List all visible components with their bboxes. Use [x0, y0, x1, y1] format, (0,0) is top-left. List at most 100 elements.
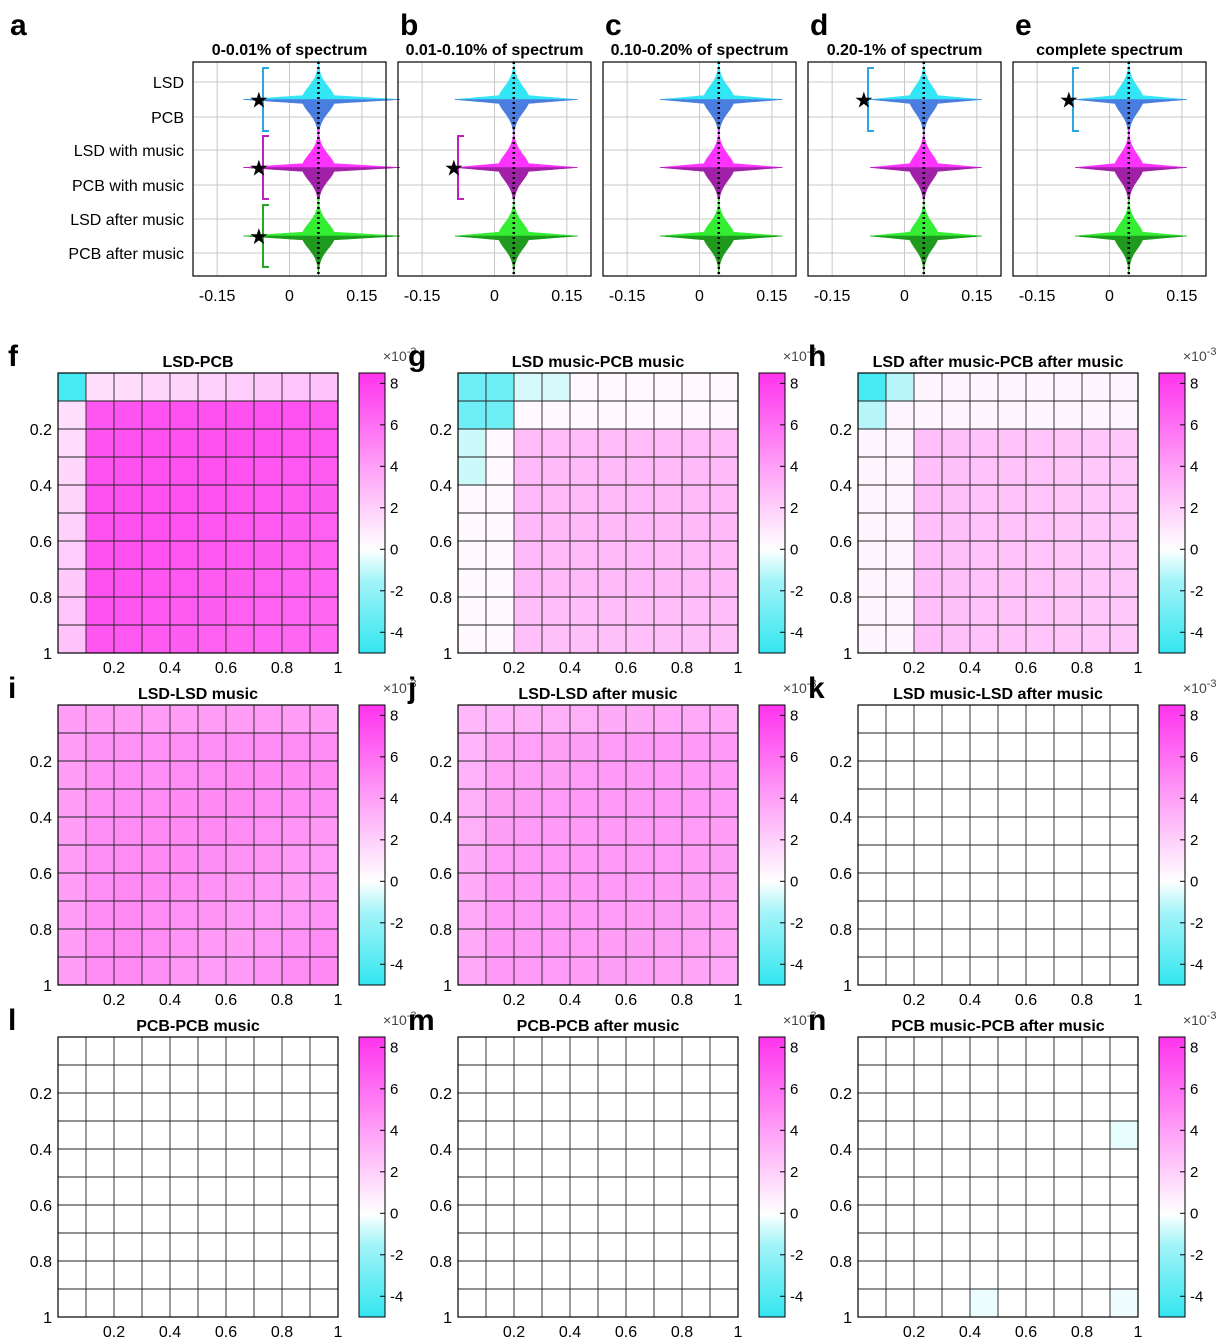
heatmap-cell — [598, 569, 627, 598]
heatmap-cell — [886, 485, 915, 514]
heatmap-cell — [86, 1121, 115, 1150]
heatmap-cell — [254, 429, 283, 458]
heatmap-cell — [226, 789, 255, 818]
heatmap-cell — [942, 817, 971, 846]
y-tick-label: 0.6 — [430, 1198, 452, 1215]
heatmap-cell — [310, 457, 339, 486]
heatmap-cell — [682, 429, 711, 458]
heatmap-cell — [254, 929, 283, 958]
heatmap-cell — [970, 597, 999, 626]
heatmap-cell — [198, 569, 227, 598]
heatmap-cell — [170, 429, 199, 458]
colorbar-tick-label: 0 — [390, 541, 398, 558]
heatmap-cell — [310, 789, 339, 818]
heatmap-cell — [1026, 929, 1055, 958]
heatmap-cell — [858, 789, 887, 818]
heatmap-cell — [310, 1289, 339, 1318]
heatmap-cell — [310, 1093, 339, 1122]
heatmap-cell — [542, 789, 571, 818]
significance-bracket — [262, 135, 269, 200]
heatmap-cell — [970, 929, 999, 958]
heatmap-cell — [598, 541, 627, 570]
heatmap-cell — [942, 1289, 971, 1318]
heatmap-cell — [58, 569, 87, 598]
heatmap-cell — [1110, 957, 1139, 986]
heatmap-cell — [942, 761, 971, 790]
heatmap-cell — [942, 513, 971, 542]
heatmap-cell — [1054, 569, 1083, 598]
heatmap-cell — [170, 541, 199, 570]
heatmap-panel-h: h LSD after music-PCB after music 0.2 0.2 0.… — [808, 340, 1217, 677]
heatmap-cell — [226, 597, 255, 626]
heatmap-cell — [1026, 957, 1055, 986]
heatmap-cell — [458, 873, 487, 902]
heatmap-cell — [1110, 1121, 1139, 1150]
heatmap-cell — [710, 957, 739, 986]
heatmap-cell — [942, 957, 971, 986]
colorbar-tick-label: 6 — [1190, 1081, 1198, 1098]
heatmap-cell — [682, 1233, 711, 1262]
heatmap-cell — [114, 1149, 143, 1178]
heatmap-cell — [570, 929, 599, 958]
colorbar-tick-label: 4 — [790, 458, 798, 475]
colorbar-tick-label: 2 — [390, 1164, 398, 1181]
heatmap-cell — [458, 597, 487, 626]
heatmap-cell — [114, 1037, 143, 1066]
heatmap-cell — [86, 373, 115, 402]
heatmap-cell — [914, 1149, 943, 1178]
heatmap-cell — [254, 761, 283, 790]
x-tick-label: 0.4 — [959, 660, 981, 677]
heatmap-cell — [570, 1261, 599, 1290]
heatmap-cell — [514, 1177, 543, 1206]
heatmap-cell — [942, 597, 971, 626]
heatmap-cell — [970, 1121, 999, 1150]
colorbar-tick-label: -4 — [390, 624, 403, 641]
heatmap-cell — [114, 401, 143, 430]
colorbar-tick-label: 6 — [1190, 749, 1198, 766]
heatmap-cell — [514, 789, 543, 818]
y-tick-label: 0.4 — [30, 478, 52, 495]
heatmap-cell — [598, 1037, 627, 1066]
heatmap-cell — [142, 845, 171, 874]
colorbar-tick-label: 0 — [790, 541, 798, 558]
colorbar-tick-label: 0 — [390, 1205, 398, 1222]
heatmap-cell — [458, 733, 487, 762]
heatmap-cell — [198, 485, 227, 514]
colorbar-tick-label: 2 — [1190, 1164, 1198, 1181]
colorbar-tick-label: -2 — [790, 583, 803, 600]
heatmap-cell — [486, 789, 515, 818]
heatmap-cell — [486, 373, 515, 402]
heatmap-cell — [198, 957, 227, 986]
panel-title-g: LSD music-PCB music — [512, 354, 685, 371]
colorbar-tick-label: 0 — [790, 873, 798, 890]
heatmap-cell — [998, 1093, 1027, 1122]
heatmap-cell — [886, 1093, 915, 1122]
heatmap-cell — [886, 597, 915, 626]
heatmap-cell — [1026, 789, 1055, 818]
violin-pcb-after-music — [454, 235, 578, 276]
panel-letter-e: e — [1015, 9, 1032, 42]
heatmap-cell — [598, 1149, 627, 1178]
heatmap-panel-k: k LSD music-LSD after music 0.2 0.2 0.4 0.4 0.… — [808, 672, 1217, 1009]
colorbar-tick-label: 8 — [1190, 375, 1198, 392]
y-tick-label: 0.8 — [30, 590, 52, 607]
y-tick-label: 1 — [43, 646, 52, 663]
heatmap-cell — [626, 1177, 655, 1206]
heatmap-cell — [654, 513, 683, 542]
heatmap-cell — [310, 845, 339, 874]
heatmap-cell — [626, 817, 655, 846]
heatmap-cell — [282, 957, 311, 986]
heatmap-cell — [710, 457, 739, 486]
heatmap-cell — [570, 1065, 599, 1094]
heatmap-cell — [1110, 1289, 1139, 1318]
heatmap-cell — [682, 541, 711, 570]
heatmap-cell — [254, 901, 283, 930]
heatmap-cell — [1026, 401, 1055, 430]
heatmap-cell — [998, 1261, 1027, 1290]
y-tick-label: 0.6 — [430, 534, 452, 551]
panel-title-e: complete spectrum — [1036, 42, 1183, 59]
heatmap-cell — [1026, 705, 1055, 734]
x-tick-label: 0.8 — [1071, 992, 1093, 1009]
heatmap-cell — [654, 569, 683, 598]
heatmap-cell — [598, 513, 627, 542]
